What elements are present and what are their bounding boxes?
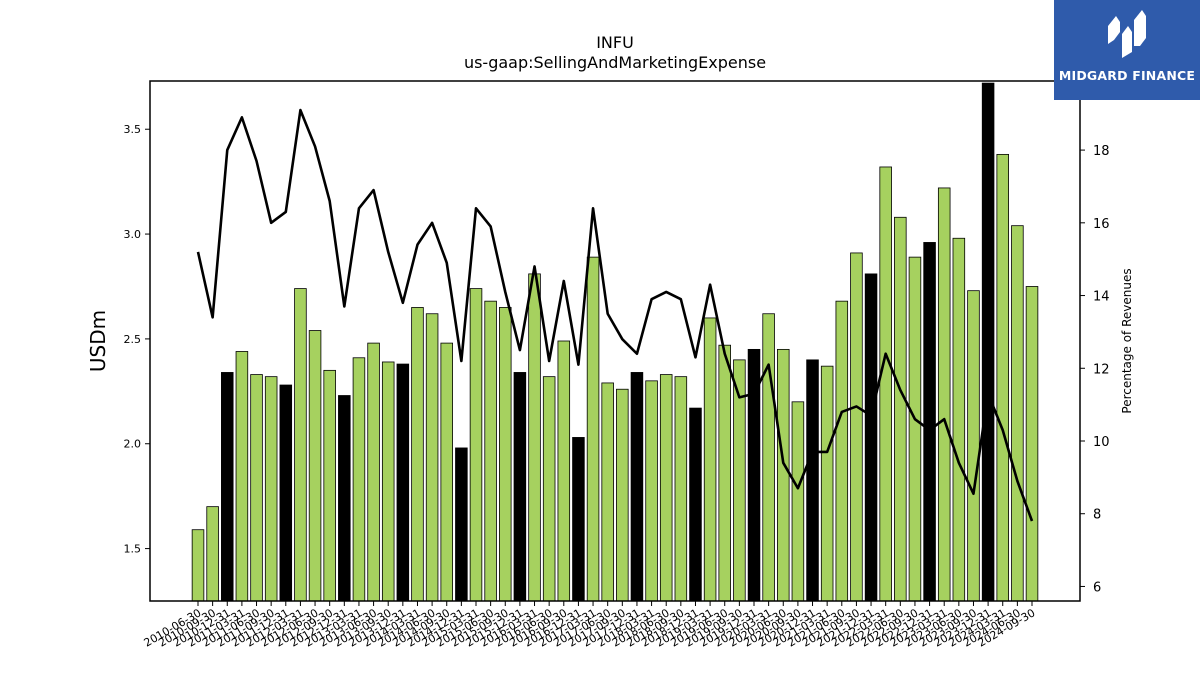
y2-tick-label: 6 xyxy=(1093,580,1101,595)
brand-logo: MIDGARD FINANCE xyxy=(1054,0,1200,100)
bar xyxy=(440,342,453,602)
bar xyxy=(411,307,424,602)
bar xyxy=(308,330,322,602)
bars-layer xyxy=(191,82,1039,602)
bar xyxy=(967,290,980,602)
y-tick-label: 3.0 xyxy=(124,228,142,241)
bar xyxy=(879,166,892,602)
bar xyxy=(923,242,936,602)
bar xyxy=(981,82,995,602)
y2-tick-label: 12 xyxy=(1093,362,1110,377)
bar xyxy=(689,407,702,602)
midgard-logo-icon xyxy=(1108,10,1146,58)
chart-subtitle: us-gaap:SellingAndMarketingExpense xyxy=(464,53,766,72)
bar xyxy=(718,344,731,602)
bar xyxy=(864,273,878,602)
bar xyxy=(352,357,366,602)
bar xyxy=(850,252,863,602)
bar xyxy=(367,342,380,602)
bar xyxy=(894,216,907,602)
y2-axis-label: Percentage of Revenues xyxy=(1120,268,1134,413)
bar xyxy=(835,300,849,602)
logo-text: MIDGARD FINANCE xyxy=(1058,68,1196,83)
bar xyxy=(703,317,717,602)
y-axis-label: USDm xyxy=(86,310,110,372)
percentage-line xyxy=(196,108,1034,522)
y2-tick-label: 14 xyxy=(1093,290,1110,305)
y2-tick-label: 8 xyxy=(1093,508,1101,523)
bar xyxy=(206,506,219,602)
bar xyxy=(396,363,410,602)
bar xyxy=(820,365,834,602)
bar xyxy=(469,288,483,602)
y2-tick-label: 16 xyxy=(1093,217,1110,232)
bar xyxy=(791,401,805,602)
plot-frame xyxy=(149,80,1081,602)
bar xyxy=(294,288,307,602)
bar xyxy=(235,351,249,602)
bar xyxy=(264,376,278,602)
bar xyxy=(659,374,673,602)
bar xyxy=(279,384,293,602)
bar xyxy=(937,187,951,602)
y2-tick-label: 18 xyxy=(1093,144,1110,159)
bar xyxy=(616,388,629,602)
bar xyxy=(674,376,688,602)
y-tick-label: 2.0 xyxy=(124,438,142,451)
bar xyxy=(455,447,468,602)
bar xyxy=(586,256,600,602)
bar xyxy=(542,376,556,602)
bar xyxy=(221,372,234,602)
bar xyxy=(806,359,819,602)
bar xyxy=(777,348,790,602)
bar xyxy=(996,153,1009,602)
bar xyxy=(191,529,205,602)
bar xyxy=(499,307,512,602)
bar xyxy=(1025,286,1039,602)
bar xyxy=(250,374,263,602)
axes-layer: 1.52.02.53.03.56810121416182010-06-30201… xyxy=(124,80,1110,650)
y2-tick-label: 10 xyxy=(1093,435,1110,450)
bar xyxy=(572,437,585,602)
bar xyxy=(645,380,658,602)
bar xyxy=(513,372,527,602)
bar xyxy=(528,273,541,602)
chart-title: INFU xyxy=(596,33,634,52)
bar xyxy=(601,382,614,602)
bar xyxy=(338,395,351,602)
bar xyxy=(630,372,644,602)
bar xyxy=(952,237,966,602)
y-tick-label: 2.5 xyxy=(124,333,142,346)
bar xyxy=(381,361,395,602)
bar xyxy=(557,340,571,602)
bar xyxy=(323,369,336,602)
line-layer xyxy=(196,108,1034,522)
bar xyxy=(908,256,922,602)
bar xyxy=(762,313,775,602)
y-tick-label: 1.5 xyxy=(124,543,142,556)
y-tick-label: 3.5 xyxy=(124,123,142,136)
bar xyxy=(1011,225,1024,602)
bar xyxy=(484,300,497,602)
bar xyxy=(425,313,439,602)
